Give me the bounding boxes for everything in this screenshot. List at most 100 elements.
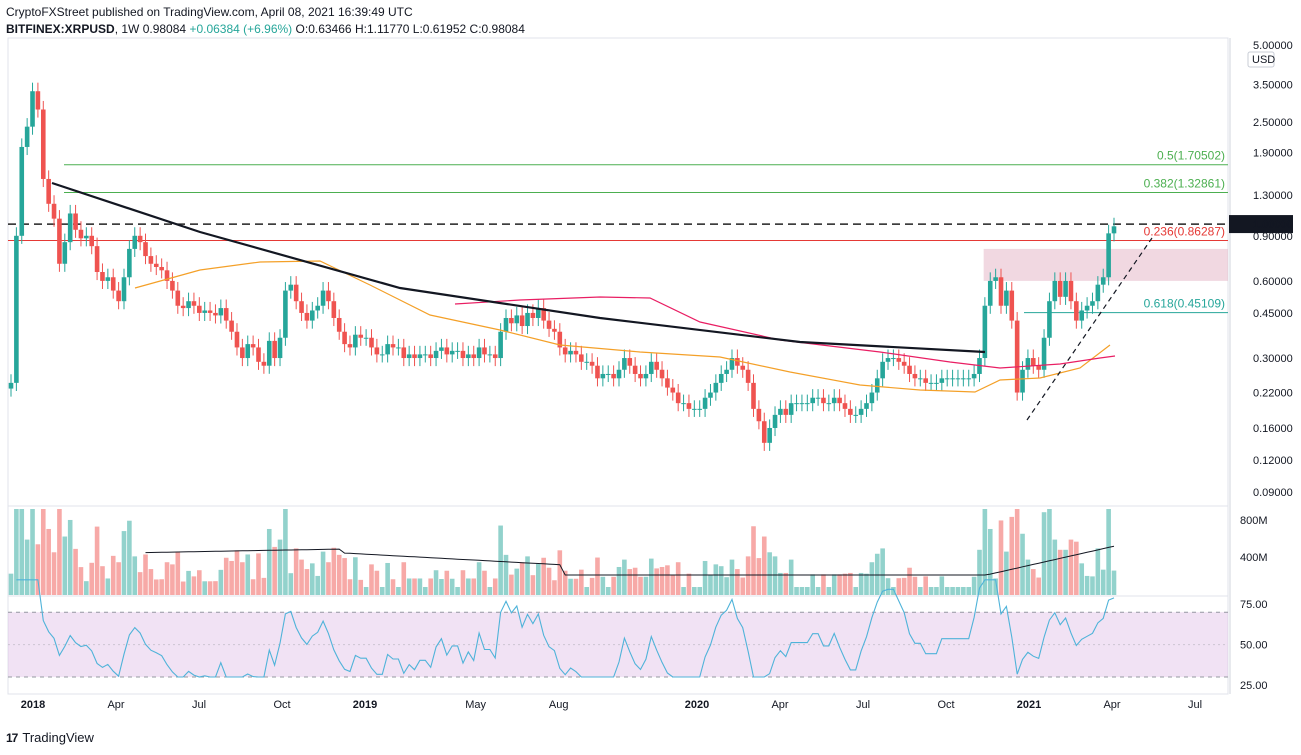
candle-body — [530, 312, 536, 318]
candle-body — [987, 280, 993, 306]
candle-body — [482, 347, 487, 355]
uptrend-dashed-line — [1026, 237, 1153, 421]
volume-bar — [180, 581, 186, 595]
volume-bar — [735, 569, 740, 595]
volume-bar — [740, 577, 746, 595]
volume-bar — [1079, 563, 1085, 595]
tradingview-mark-icon: 17 — [6, 730, 18, 745]
volume-bar — [245, 554, 251, 595]
volume-bar — [589, 577, 595, 595]
volume-bar — [1068, 539, 1074, 595]
interval[interactable]: 1W — [121, 22, 140, 36]
candle-body — [595, 365, 600, 379]
price-change: +0.06384 (+6.96%) — [189, 22, 293, 36]
candle-body — [891, 358, 896, 360]
candle-body — [708, 392, 713, 398]
tradingview-logo[interactable]: 17 TradingView — [6, 730, 94, 745]
volume-bar — [401, 562, 407, 595]
volume-bar — [944, 587, 950, 595]
volume-bar — [880, 548, 885, 595]
candle-body — [1020, 369, 1025, 393]
volume-bar — [73, 548, 78, 595]
candle-body — [654, 361, 659, 370]
price-axis-unit: USD — [1252, 54, 1275, 66]
candle-body — [692, 408, 697, 410]
candle-body — [1100, 277, 1106, 285]
volume-bar — [363, 587, 369, 595]
candle-body — [761, 421, 767, 443]
volume-bar — [627, 569, 633, 595]
symbol-line: BITFINEX:XRPUSD, 1W 0.98084 +0.06384 (+6… — [6, 22, 525, 36]
volume-bar — [261, 577, 267, 595]
high-label: H: — [354, 22, 367, 36]
candle-body — [390, 344, 396, 348]
volume-bar — [1047, 509, 1052, 595]
volume-bar — [1009, 516, 1015, 595]
time-tick-label: May — [465, 699, 486, 711]
candle-body — [433, 350, 439, 359]
candle-body — [67, 213, 73, 243]
volume-bar — [503, 554, 509, 595]
volume-bar — [342, 558, 347, 595]
candle-body — [961, 378, 966, 380]
volume-bar — [137, 572, 143, 595]
volume-bar — [509, 574, 514, 595]
candle-body — [735, 358, 740, 366]
candle-body — [514, 315, 520, 324]
candle-body — [132, 235, 138, 249]
volume-bar — [444, 570, 450, 595]
time-tick-label: Jul — [1188, 699, 1202, 711]
volume-ma-line — [145, 545, 1115, 576]
volume-bar — [374, 570, 380, 595]
candle-body — [778, 408, 783, 415]
candle-body — [541, 308, 546, 321]
candle-body — [912, 373, 918, 379]
volume-bar — [250, 579, 256, 595]
candle-body — [627, 358, 633, 366]
trend-lines[interactable] — [51, 181, 1153, 421]
volume-bar — [778, 572, 783, 595]
volume-bar — [266, 528, 272, 595]
volume-bar — [89, 562, 95, 595]
volume-bar — [966, 587, 972, 595]
fib-level-label: 0.618(0.45109) — [1144, 297, 1225, 311]
price-tick-label: 0.60000 — [1253, 276, 1293, 288]
candle-body — [864, 403, 869, 409]
volume-bar — [213, 581, 218, 595]
candle-body — [466, 354, 471, 359]
price-tick-label: 0.22000 — [1253, 388, 1293, 400]
candle-body — [272, 340, 277, 359]
volume-bar — [143, 554, 148, 595]
volume-bar — [654, 568, 659, 595]
candle-body — [611, 373, 616, 379]
candle-body — [476, 347, 482, 359]
volume-bar — [783, 572, 789, 595]
volume-bar — [918, 587, 923, 595]
candle-body — [143, 242, 148, 257]
candle-body — [993, 277, 998, 281]
candle-body — [1036, 365, 1041, 370]
candle-body — [293, 284, 299, 302]
volume-bar — [729, 559, 735, 595]
candle-body — [266, 340, 272, 366]
candle-body — [697, 408, 703, 410]
volume-bar — [622, 559, 627, 595]
candle-body — [379, 354, 385, 356]
volume-bar — [815, 587, 821, 595]
volume-bar — [885, 578, 891, 595]
candle-body — [659, 369, 665, 379]
candle-body — [713, 382, 719, 393]
candle-body — [1106, 233, 1111, 278]
volume-bar — [1100, 569, 1106, 595]
volume-bar — [745, 556, 751, 595]
candle-body — [955, 378, 961, 380]
volume-bar — [455, 587, 460, 595]
candle-body — [794, 403, 799, 405]
candle-body — [164, 270, 170, 281]
candle-body — [826, 403, 832, 405]
symbol-name[interactable]: BITFINEX:XRPUSD — [6, 22, 115, 36]
candle-body — [396, 347, 401, 349]
candle-body — [283, 290, 288, 338]
volume-bar — [767, 552, 772, 595]
